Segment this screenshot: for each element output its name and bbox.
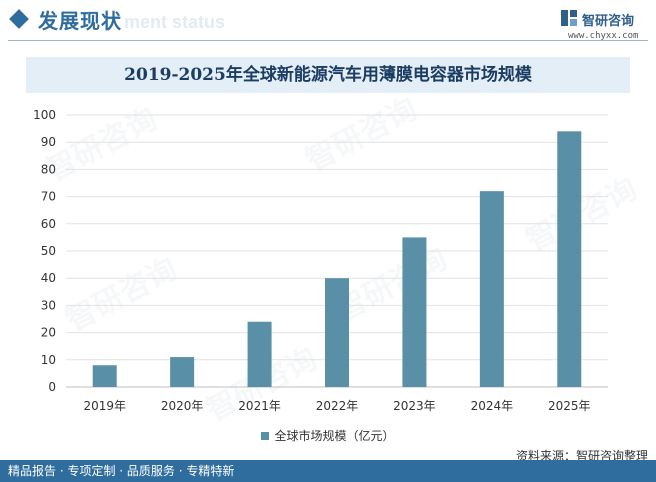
brand-url: www.chyxx.com bbox=[568, 31, 639, 41]
bar bbox=[170, 357, 195, 387]
x-tick-label: 2020年 bbox=[161, 399, 204, 413]
brand-logo-icon bbox=[561, 10, 577, 26]
y-tick-label: 40 bbox=[41, 271, 56, 285]
y-tick-label: 20 bbox=[41, 326, 56, 340]
footer-tagline: 精品报告 · 专项定制 · 品质服务 · 专精特新 bbox=[8, 464, 235, 478]
y-tick-label: 100 bbox=[33, 108, 56, 122]
x-tick-label: 2025年 bbox=[548, 399, 591, 413]
bar bbox=[402, 237, 427, 387]
y-tick-label: 90 bbox=[41, 135, 56, 149]
x-tick-label: 2021年 bbox=[238, 399, 281, 413]
section-title: 发展现状 bbox=[38, 9, 122, 33]
bar bbox=[479, 191, 504, 387]
header-divider bbox=[8, 40, 648, 41]
x-tick-label: 2019年 bbox=[83, 399, 126, 413]
y-tick-label: 80 bbox=[41, 162, 56, 176]
bar bbox=[247, 321, 272, 387]
chart-title-band bbox=[26, 57, 630, 93]
legend-label: 全球市场规模（亿元） bbox=[274, 429, 395, 443]
x-tick-label: 2023年 bbox=[393, 399, 436, 413]
y-tick-label: 10 bbox=[41, 353, 56, 367]
y-tick-label: 60 bbox=[41, 217, 56, 231]
source-note: 资料来源：智研咨询整理 bbox=[515, 449, 648, 463]
chart-title: 2019-2025年全球新能源汽车用薄膜电容器市场规模 bbox=[124, 65, 532, 85]
footer-band bbox=[0, 460, 656, 482]
x-tick-label: 2022年 bbox=[316, 399, 359, 413]
legend: 全球市场规模（亿元） bbox=[0, 427, 656, 444]
brand-name: 智研咨询 bbox=[582, 14, 635, 29]
bar bbox=[92, 365, 117, 387]
y-tick-label: 0 bbox=[48, 380, 56, 394]
section-subtitle: ment status bbox=[124, 12, 226, 32]
y-tick-label: 70 bbox=[41, 190, 56, 204]
bar bbox=[325, 278, 349, 387]
legend-swatch bbox=[261, 432, 270, 440]
header-band bbox=[0, 0, 656, 44]
x-tick-label: 2024年 bbox=[471, 399, 514, 413]
y-tick-label: 30 bbox=[41, 298, 56, 312]
bar bbox=[557, 131, 582, 387]
y-tick-label: 50 bbox=[41, 244, 56, 258]
